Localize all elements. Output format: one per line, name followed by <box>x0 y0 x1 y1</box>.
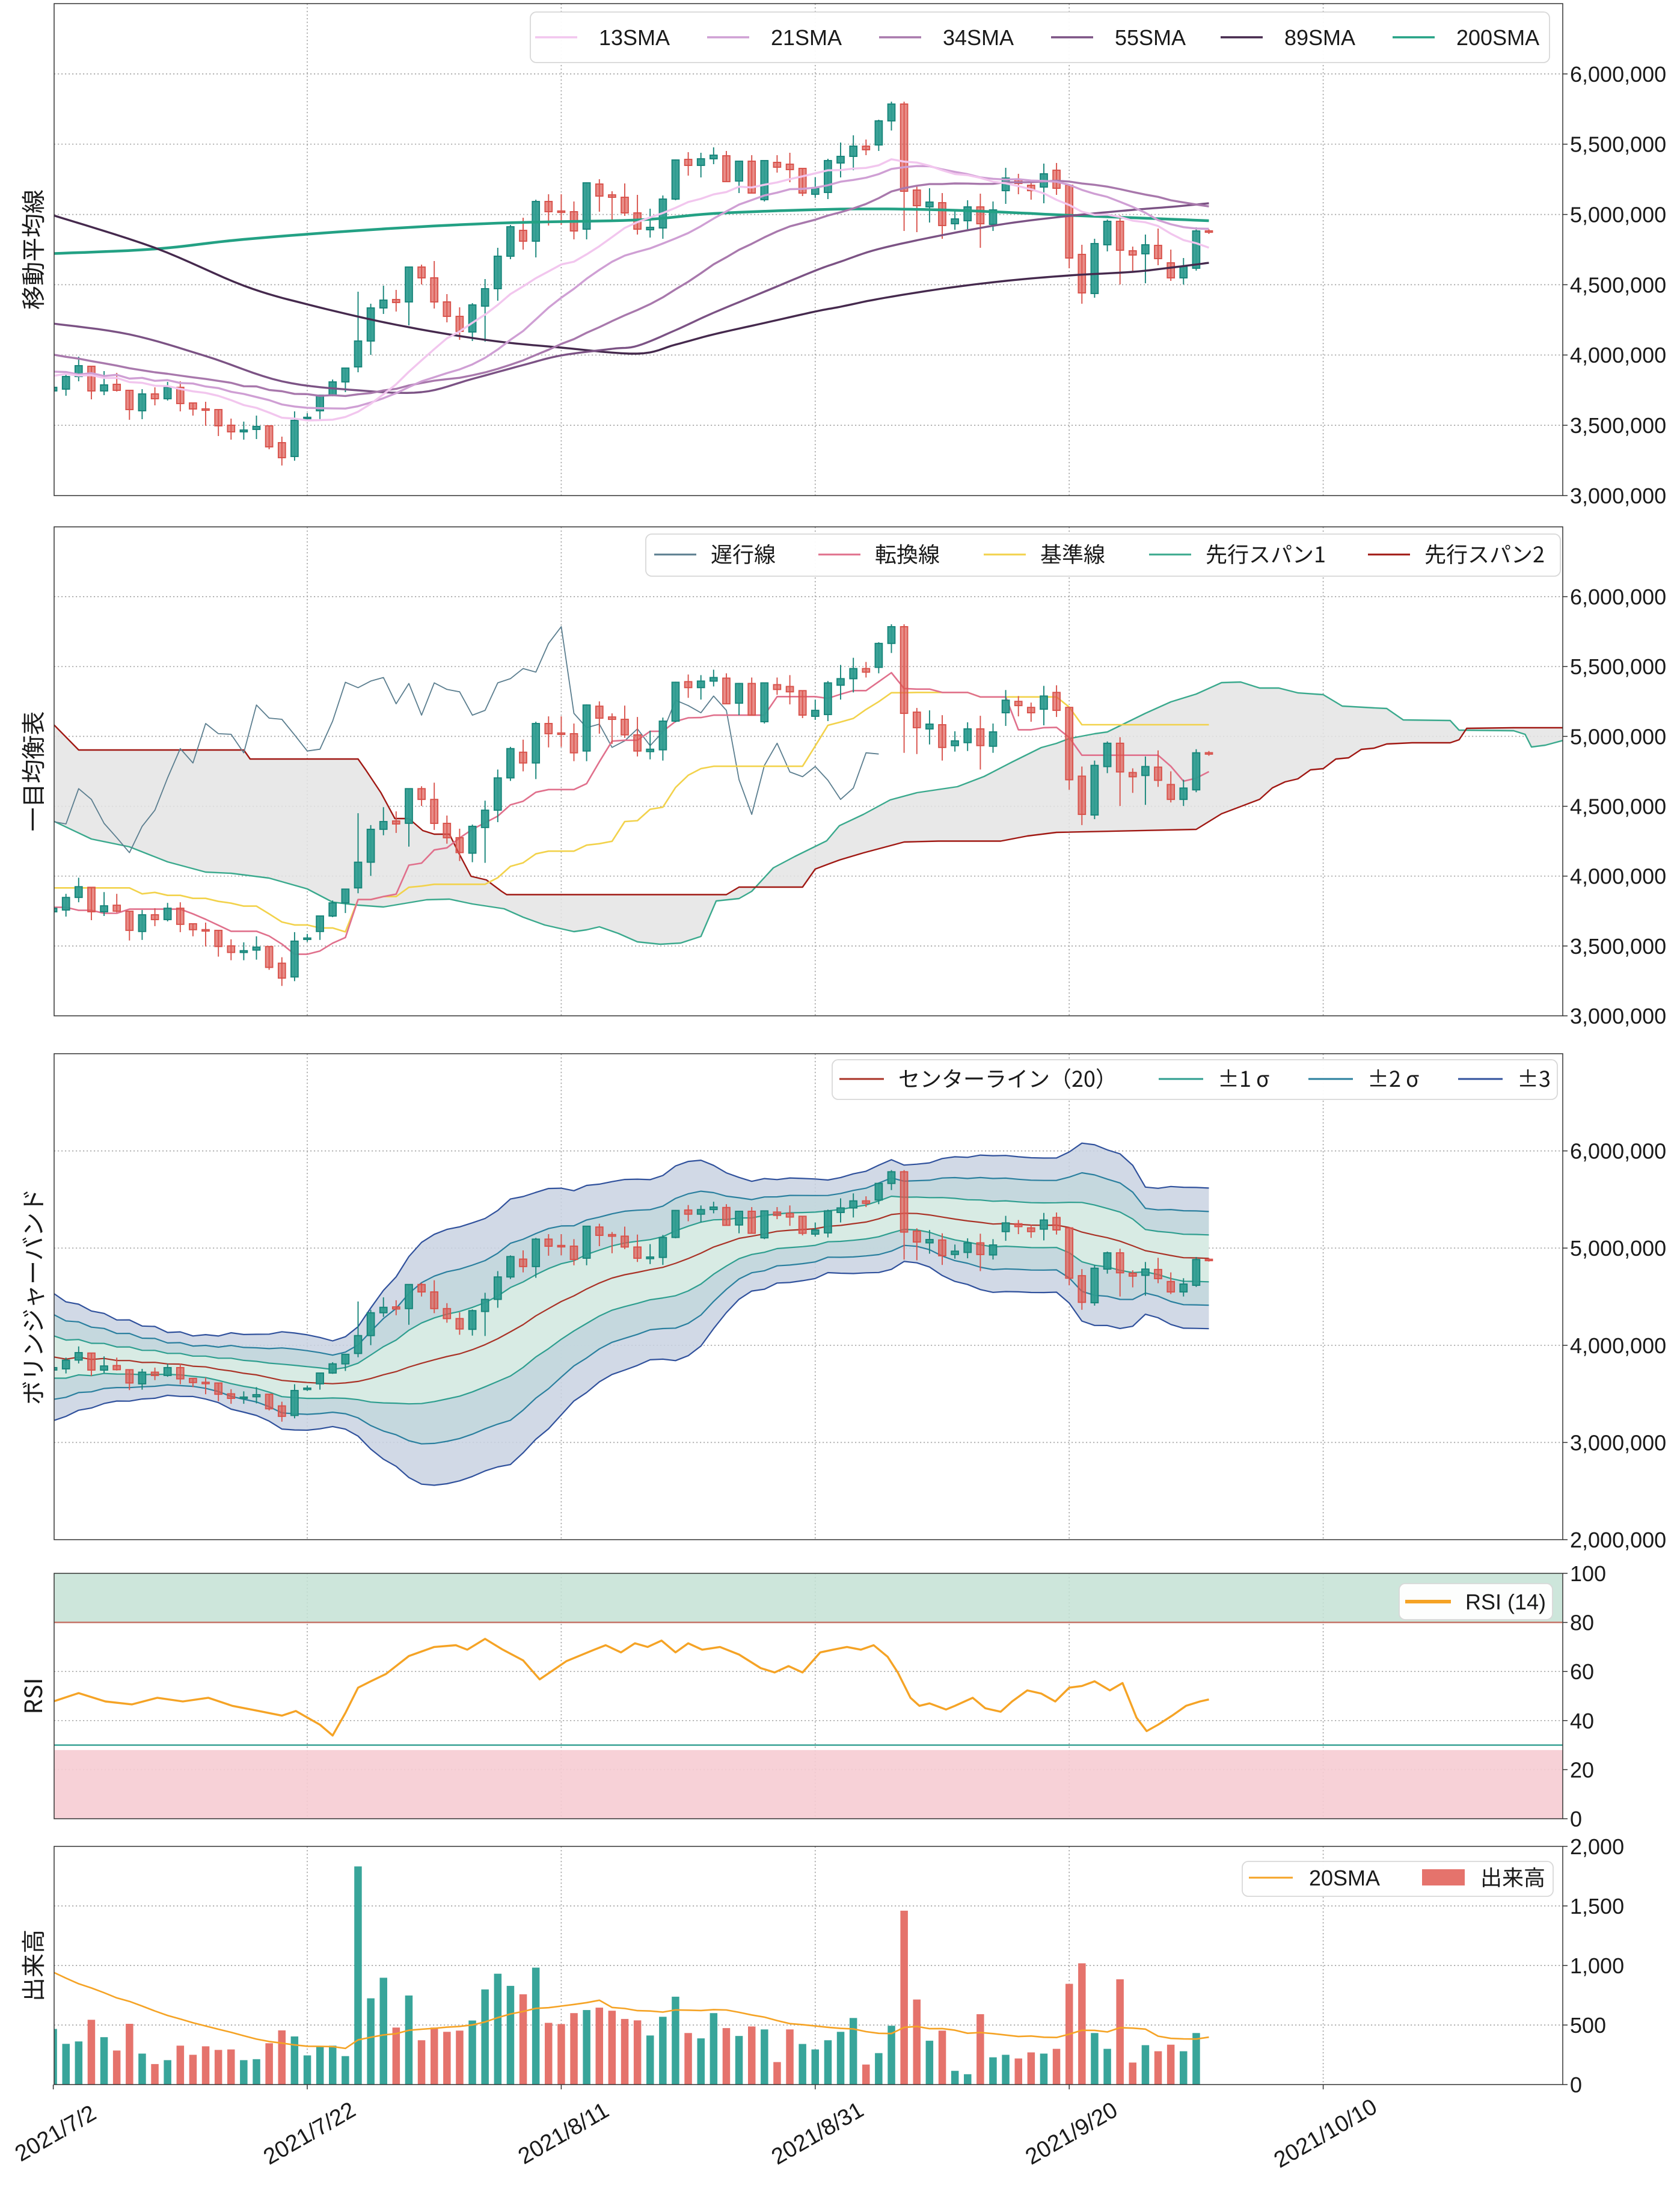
svg-text:5,500,000: 5,500,000 <box>1570 654 1666 679</box>
svg-text:13SMA: 13SMA <box>599 25 670 50</box>
svg-text:3,500,000: 3,500,000 <box>1570 413 1666 438</box>
svg-text:6,000,000: 6,000,000 <box>1570 1139 1666 1164</box>
svg-text:5,500,000: 5,500,000 <box>1570 132 1666 157</box>
svg-text:21SMA: 21SMA <box>771 25 842 50</box>
svg-text:4,000,000: 4,000,000 <box>1570 343 1666 367</box>
svg-text:55SMA: 55SMA <box>1115 25 1186 50</box>
svg-text:500: 500 <box>1570 2013 1606 2038</box>
svg-text:4,000,000: 4,000,000 <box>1570 1333 1666 1358</box>
svg-text:1,500: 1,500 <box>1570 1894 1624 1919</box>
svg-text:34SMA: 34SMA <box>943 25 1014 50</box>
svg-text:3,000,000: 3,000,000 <box>1570 484 1666 508</box>
svg-text:100: 100 <box>1570 1561 1606 1586</box>
svg-text:200SMA: 200SMA <box>1456 25 1539 50</box>
svg-text:6,000,000: 6,000,000 <box>1570 62 1666 87</box>
svg-text:RSI (14): RSI (14) <box>1465 1590 1546 1614</box>
svg-text:40: 40 <box>1570 1709 1594 1733</box>
svg-text:3,500,000: 3,500,000 <box>1570 934 1666 959</box>
svg-text:80: 80 <box>1570 1611 1594 1635</box>
svg-text:60: 60 <box>1570 1659 1594 1684</box>
svg-text:6,000,000: 6,000,000 <box>1570 585 1666 609</box>
svg-text:4,000,000: 4,000,000 <box>1570 864 1666 889</box>
svg-text:2,000: 2,000 <box>1570 1834 1624 1859</box>
svg-text:5,000,000: 5,000,000 <box>1570 724 1666 749</box>
svg-text:2,000,000: 2,000,000 <box>1570 1528 1666 1552</box>
svg-text:89SMA: 89SMA <box>1284 25 1355 50</box>
svg-text:0: 0 <box>1570 2073 1582 2097</box>
svg-text:3,000,000: 3,000,000 <box>1570 1430 1666 1455</box>
svg-text:1,000: 1,000 <box>1570 1953 1624 1978</box>
svg-text:20SMA: 20SMA <box>1309 1866 1380 1890</box>
svg-text:4,500,000: 4,500,000 <box>1570 272 1666 297</box>
svg-text:5,000,000: 5,000,000 <box>1570 1236 1666 1261</box>
svg-text:4,500,000: 4,500,000 <box>1570 794 1666 819</box>
svg-text:3,000,000: 3,000,000 <box>1570 1004 1666 1028</box>
svg-text:0: 0 <box>1570 1807 1582 1831</box>
svg-text:20: 20 <box>1570 1757 1594 1782</box>
svg-text:5,000,000: 5,000,000 <box>1570 203 1666 227</box>
